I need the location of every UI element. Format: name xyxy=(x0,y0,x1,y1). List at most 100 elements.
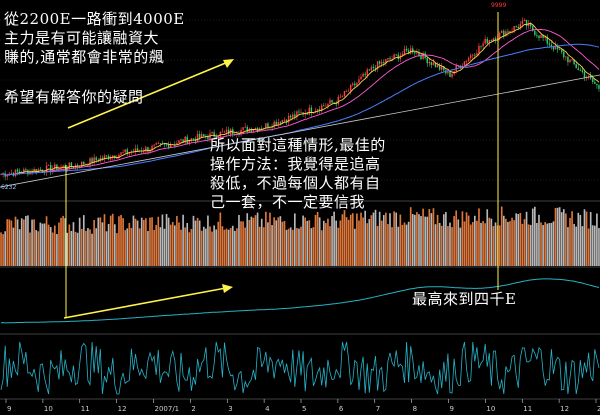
volume-bar xyxy=(45,216,48,266)
volume-bar xyxy=(304,217,306,266)
volume-bar xyxy=(554,207,557,266)
volume-bar xyxy=(254,215,257,266)
x-tick-label: 2007/1 xyxy=(155,405,180,413)
volume-bar xyxy=(507,221,509,266)
volume-bar xyxy=(445,212,447,266)
volume-bar xyxy=(318,217,321,266)
candle-body xyxy=(329,100,331,104)
volume-bar xyxy=(558,207,561,266)
candle-body xyxy=(352,83,354,85)
candle-body xyxy=(109,157,112,160)
candle-body xyxy=(300,112,302,114)
volume-bar xyxy=(18,229,21,266)
volume-bar xyxy=(256,212,259,266)
volume-bar xyxy=(511,217,513,266)
candle-body xyxy=(521,21,524,25)
x-axis: 9 10 11 12 2007/1 2 3 4 5 6 7 8 9 10 11 12 2008/1 xyxy=(0,399,600,415)
volume-bar xyxy=(165,214,168,266)
volume-bar xyxy=(591,225,594,266)
candle-body xyxy=(83,161,85,165)
volume-bar xyxy=(76,232,79,266)
candle-body xyxy=(538,35,540,38)
candle-body xyxy=(536,35,538,36)
candle-body xyxy=(395,54,397,56)
volume-bar xyxy=(54,225,56,266)
volume-bar xyxy=(190,228,193,266)
candle-body xyxy=(579,70,582,71)
volume-bar xyxy=(583,209,586,266)
candle-body xyxy=(416,52,418,54)
volume-bar xyxy=(20,218,23,266)
volume-bar xyxy=(550,222,553,266)
volume-bar xyxy=(498,225,501,266)
candle-body xyxy=(354,83,356,86)
candle-body xyxy=(93,157,95,164)
candle-body xyxy=(89,158,91,166)
peak-marker: 9999 xyxy=(491,2,507,9)
volume-bar xyxy=(209,226,211,266)
volume-bar xyxy=(8,219,11,266)
candle-body xyxy=(306,113,308,115)
volume-bar xyxy=(265,211,267,266)
volume-bar xyxy=(502,215,505,266)
volume-bar xyxy=(538,214,540,266)
candle-body xyxy=(517,27,519,29)
volume-bar xyxy=(302,215,304,266)
volume-bar xyxy=(56,234,58,266)
candle-body xyxy=(509,31,511,33)
x-tick-label: 12 xyxy=(118,405,127,413)
candle-body xyxy=(505,31,507,37)
volume-bar xyxy=(343,210,346,266)
annotation-guides xyxy=(63,12,499,319)
volume-bar xyxy=(29,232,31,266)
volume-bar xyxy=(378,211,381,266)
volume-bar xyxy=(180,229,182,266)
candle-body xyxy=(432,62,435,65)
volume-bar xyxy=(157,216,160,266)
volume-bar xyxy=(542,225,544,266)
candle-body xyxy=(227,129,230,135)
candle-body xyxy=(6,175,8,177)
candle-body xyxy=(85,163,87,165)
candle-body xyxy=(18,171,21,173)
candle-body xyxy=(449,71,451,77)
volume-bar xyxy=(174,225,176,266)
volume-bar xyxy=(273,217,275,266)
volume-bar xyxy=(376,225,379,266)
candle-body xyxy=(54,164,56,169)
volume-bar xyxy=(279,216,282,266)
candle-body xyxy=(294,114,296,117)
volume-bar xyxy=(33,219,35,266)
candle-body xyxy=(482,43,484,47)
volume-bar xyxy=(87,228,89,266)
volume-bar xyxy=(70,230,73,266)
volume-bar xyxy=(128,222,131,266)
volume-bar xyxy=(89,229,91,266)
volume-bar xyxy=(471,222,474,266)
volume-bar xyxy=(515,213,518,266)
volume-bar xyxy=(186,223,189,266)
candle-body xyxy=(409,48,412,54)
candle-body xyxy=(387,58,389,60)
volume-bar xyxy=(80,228,83,266)
volume-bar xyxy=(349,214,352,266)
candle-body xyxy=(225,129,228,132)
candle-body xyxy=(558,49,561,51)
volume-bar xyxy=(285,229,288,266)
volume-bar xyxy=(101,222,104,266)
volume-bar xyxy=(60,217,62,266)
volume-bar xyxy=(457,219,460,266)
volume-bar xyxy=(37,231,40,266)
candle-body xyxy=(488,40,491,44)
volume-bar xyxy=(202,226,205,266)
volume-bar xyxy=(64,218,66,266)
volume-bar xyxy=(380,220,383,266)
volume-bar xyxy=(316,211,319,266)
volume-bar xyxy=(234,230,236,266)
candle-body xyxy=(594,81,596,84)
volume-bar xyxy=(74,231,77,266)
candle-body xyxy=(16,169,19,172)
candle-body xyxy=(443,66,445,71)
candle-body xyxy=(122,152,124,153)
